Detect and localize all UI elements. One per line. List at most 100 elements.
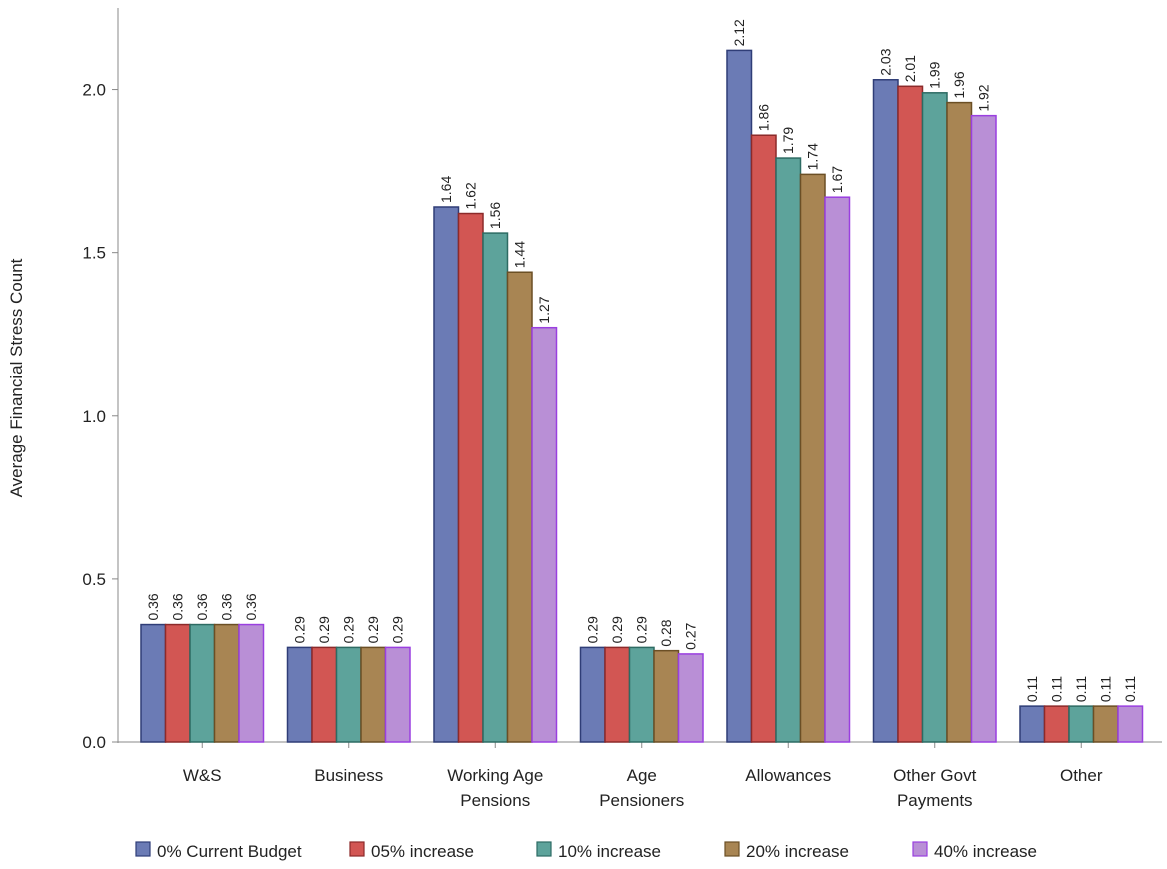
x-tick-label: Working Age: [447, 766, 543, 785]
bar: [750, 134, 777, 743]
data-label: 0.29: [316, 616, 332, 643]
legend: 0% Current Budget 05% increase 10% increas…: [135, 841, 1037, 861]
legend-label: 20% increase: [746, 842, 849, 861]
x-tick-label: Business: [314, 766, 383, 785]
bar: [970, 114, 997, 743]
bar: [360, 646, 387, 743]
bar: [872, 79, 899, 743]
bar: [457, 212, 484, 743]
data-label: 0.11: [1122, 676, 1138, 702]
data-label: 1.79: [780, 127, 796, 154]
data-labels: 0.36 0.29 1.64 0.29 2.12 2.03 0.11 0.36 0.29 1.62…: [145, 19, 1138, 702]
legend-label: 0% Current Budget: [157, 842, 302, 861]
bar: [604, 646, 631, 743]
bar: [946, 101, 973, 743]
legend-swatch: [536, 841, 552, 857]
bar: [531, 326, 558, 743]
data-label: 0.36: [170, 593, 186, 620]
bar: [897, 85, 924, 743]
bar: [1019, 705, 1046, 743]
bar: [775, 157, 802, 743]
data-label: 0.29: [365, 616, 381, 643]
bar: [311, 646, 338, 743]
x-tick-label: W&S: [183, 766, 222, 785]
data-label: 1.92: [976, 84, 992, 111]
legend-label: 40% increase: [934, 842, 1037, 861]
bar: [286, 646, 313, 743]
bar: [579, 646, 606, 743]
bar: [726, 49, 753, 743]
legend-label: 10% increase: [558, 842, 661, 861]
y-tick-label: 0.5: [82, 570, 106, 589]
x-tick-label: Allowances: [745, 766, 831, 785]
data-label: 0.36: [243, 593, 259, 620]
x-tick-label: Payments: [897, 791, 973, 810]
data-label: 1.62: [463, 182, 479, 209]
data-label: 1.96: [951, 71, 967, 98]
data-label: 1.44: [512, 241, 528, 268]
data-label: 0.11: [1024, 676, 1040, 702]
data-label: 0.29: [585, 616, 601, 643]
bar: [140, 623, 167, 743]
legend-swatch: [135, 841, 151, 857]
bar: [799, 173, 826, 743]
data-label: 0.28: [658, 619, 674, 646]
bar: [1117, 705, 1144, 743]
data-label: 0.11: [1073, 676, 1089, 702]
data-label: 0.29: [609, 616, 625, 643]
x-axis: W&S Business Working Age Pensions Age Pension…: [118, 741, 1162, 810]
x-tick-label: Other: [1060, 766, 1103, 785]
y-tick-label: 0.0: [82, 733, 106, 752]
y-tick-label: 1.0: [82, 407, 106, 426]
data-label: 0.29: [341, 616, 357, 643]
bar: [506, 271, 533, 743]
x-tick-label: Age: [627, 766, 657, 785]
bar: [921, 92, 948, 743]
bar: [824, 196, 851, 743]
data-label: 1.27: [536, 296, 552, 323]
x-tick-label: Pensioners: [599, 791, 684, 810]
bar: [628, 646, 655, 743]
data-label: 2.12: [731, 19, 747, 46]
bar: [1092, 705, 1119, 743]
bar: [433, 206, 460, 743]
data-label: 1.64: [438, 176, 454, 203]
data-label: 2.01: [902, 55, 918, 82]
data-label: 0.29: [390, 616, 406, 643]
bar: [1068, 705, 1095, 743]
bar: [653, 649, 680, 743]
data-label: 0.29: [292, 616, 308, 643]
bar: [164, 623, 191, 743]
bars: [140, 49, 1144, 743]
bar: [238, 623, 265, 743]
data-label: 0.27: [683, 622, 699, 649]
y-axis-title: Average Financial Stress Count: [7, 258, 26, 497]
data-label: 0.36: [194, 593, 210, 620]
y-tick-label: 1.5: [82, 244, 106, 263]
data-label: 1.99: [927, 61, 943, 88]
legend-label: 05% increase: [371, 842, 474, 861]
bar: [189, 623, 216, 743]
bar: [213, 623, 240, 743]
bar: [677, 653, 704, 743]
data-label: 1.74: [805, 143, 821, 170]
legend-swatch: [349, 841, 365, 857]
data-label: 1.86: [756, 104, 772, 131]
data-label: 0.36: [219, 593, 235, 620]
data-label: 1.56: [487, 202, 503, 229]
bar: [335, 646, 362, 743]
x-tick-label: Pensions: [460, 791, 530, 810]
bar: [1043, 705, 1070, 743]
data-label: 0.11: [1098, 676, 1114, 702]
data-label: 2.03: [878, 48, 894, 75]
y-axis: 0.0 0.5 1.0 1.5 2.0: [82, 8, 119, 752]
bar: [482, 232, 509, 743]
y-tick-label: 2.0: [82, 81, 106, 100]
data-label: 1.67: [829, 166, 845, 193]
data-label: 0.11: [1049, 676, 1065, 702]
bar: [384, 646, 411, 743]
legend-swatch: [912, 841, 928, 857]
data-label: 0.29: [634, 616, 650, 643]
